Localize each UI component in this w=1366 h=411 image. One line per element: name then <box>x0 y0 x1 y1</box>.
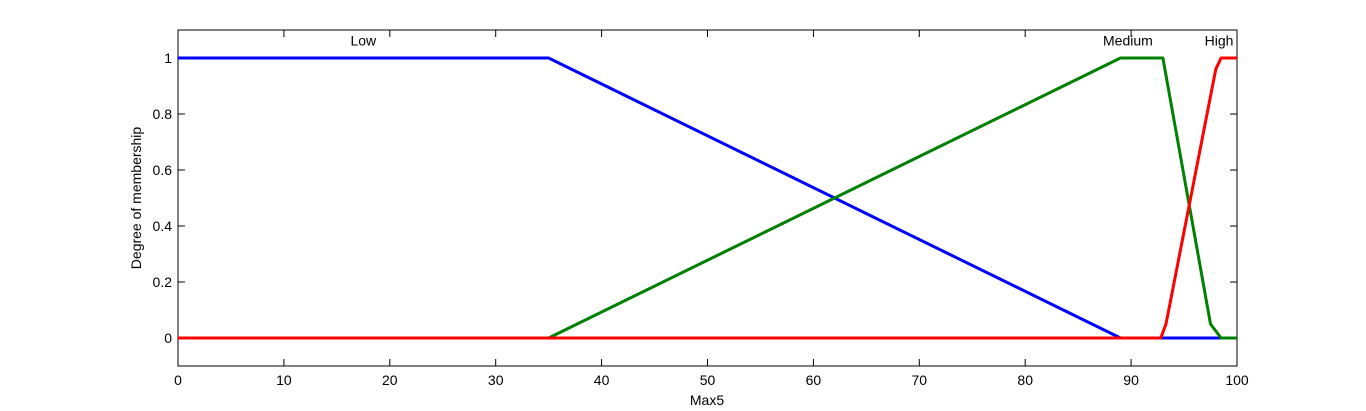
x-tick-label: 20 <box>382 372 398 388</box>
y-tick-label: 1 <box>164 50 172 66</box>
x-tick-label: 100 <box>1225 372 1249 388</box>
y-tick-label: 0.4 <box>153 218 173 234</box>
y-tick-label: 0.6 <box>153 162 173 178</box>
x-tick-label: 30 <box>488 372 504 388</box>
x-tick-label: 80 <box>1017 372 1033 388</box>
x-tick-label: 50 <box>700 372 716 388</box>
x-axis-label: Max5 <box>690 392 724 408</box>
x-tick-label: 60 <box>806 372 822 388</box>
series-label-low: Low <box>350 33 377 49</box>
x-tick-label: 90 <box>1123 372 1139 388</box>
y-tick-label: 0.8 <box>153 106 173 122</box>
series-label-medium: Medium <box>1103 33 1153 49</box>
series-labels: Low Medium High <box>350 33 1233 49</box>
x-tick-label: 70 <box>912 372 928 388</box>
x-tick-label: 40 <box>594 372 610 388</box>
x-tick-label: 10 <box>276 372 292 388</box>
x-axis-ticks: 0 10 20 30 40 50 60 70 80 90 100 <box>174 30 1249 388</box>
series-label-high: High <box>1205 33 1234 49</box>
series-line-high <box>178 56 1237 340</box>
y-tick-label: 0.2 <box>153 274 173 290</box>
x-tick-label: 0 <box>174 372 182 388</box>
y-tick-label: 0 <box>164 330 172 346</box>
series-lines <box>178 56 1237 340</box>
y-axis-ticks: 0 0.2 0.4 0.6 0.8 1 <box>153 50 1237 346</box>
y-axis-label: Degree of membership <box>128 127 144 270</box>
